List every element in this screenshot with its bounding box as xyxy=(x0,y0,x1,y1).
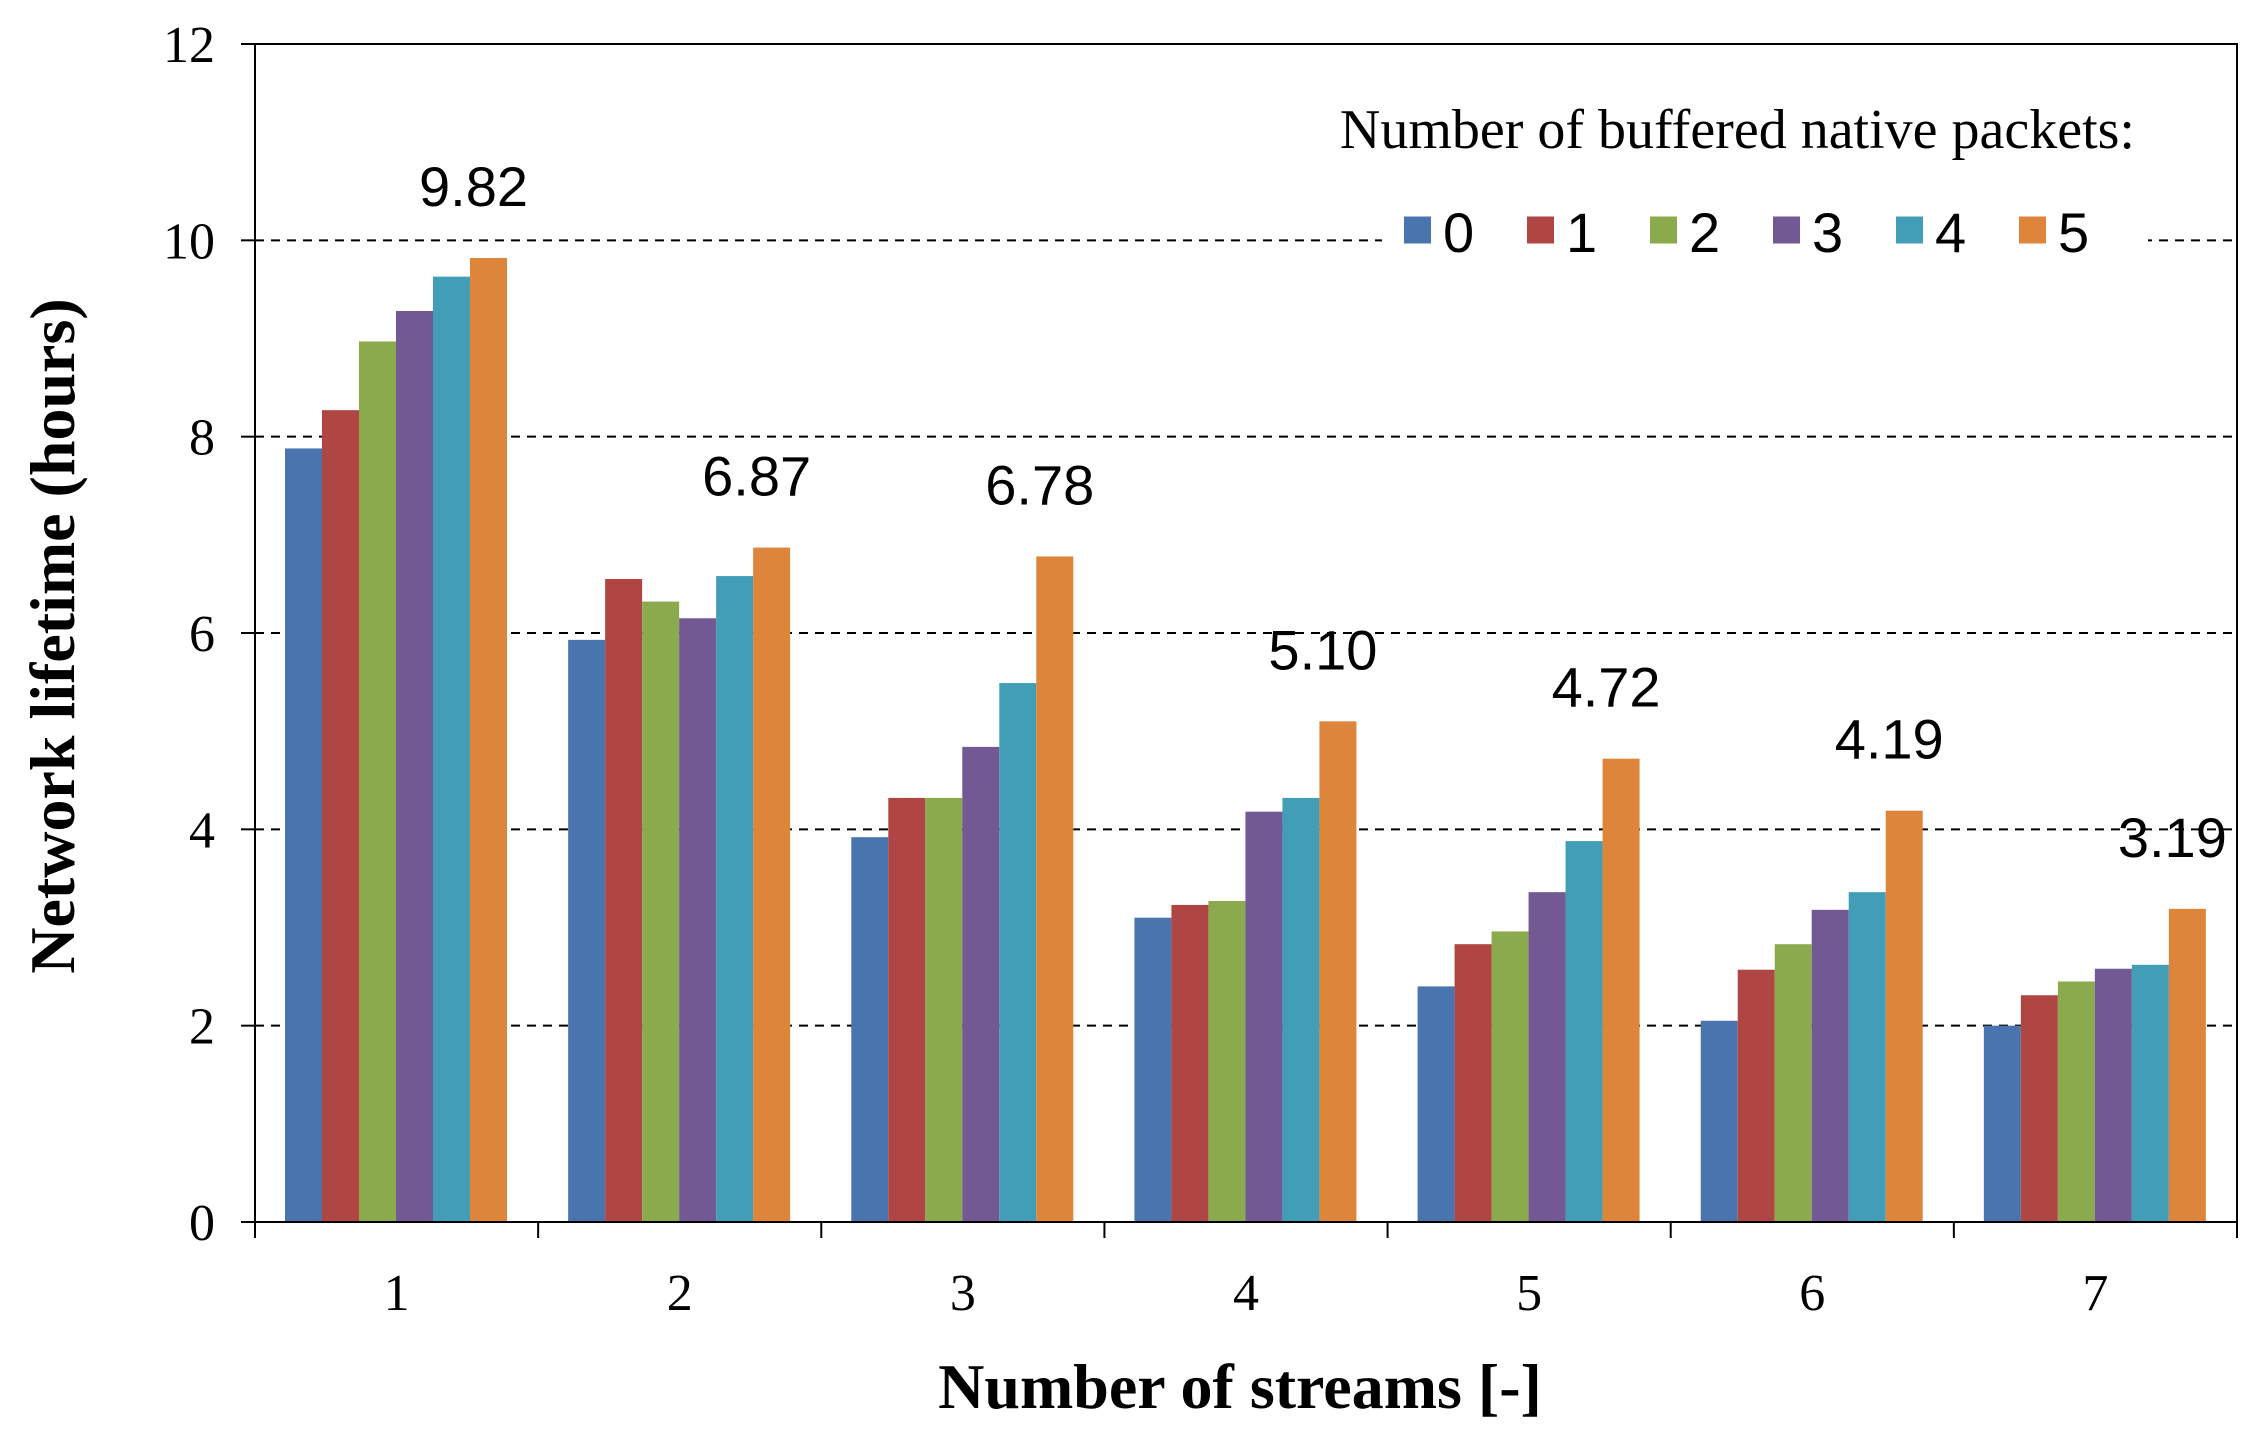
bar-series-0-cat-3 xyxy=(851,837,889,1222)
bar-series-2-cat-6 xyxy=(1774,944,1812,1222)
bar-series-1-cat-1 xyxy=(322,410,359,1223)
bar-series-5-cat-3 xyxy=(1036,556,1074,1222)
y-tick-label: 4 xyxy=(189,802,215,859)
bar-series-4-cat-1 xyxy=(433,276,470,1222)
x-tick-label: 2 xyxy=(667,1265,693,1322)
legend-label-2: 2 xyxy=(1689,201,1720,264)
bar-series-1-cat-7 xyxy=(2020,995,2058,1222)
bar-series-3-cat-2 xyxy=(679,618,717,1222)
y-tick-label: 6 xyxy=(189,606,215,663)
data-label: 3.19 xyxy=(2118,806,2227,869)
bar-series-4-cat-4 xyxy=(1282,797,1320,1222)
data-label: 4.72 xyxy=(1552,656,1661,719)
x-tick-label: 7 xyxy=(2082,1265,2108,1322)
legend-swatch-3 xyxy=(1773,216,1800,244)
bar-series-5-cat-4 xyxy=(1319,721,1357,1222)
data-label: 9.82 xyxy=(419,155,528,218)
x-tick-label: 4 xyxy=(1233,1265,1259,1322)
bar-series-1-cat-4 xyxy=(1171,904,1209,1222)
bar-series-4-cat-2 xyxy=(716,576,754,1222)
y-tick-labels: 0 2 4 6 8 10 12 xyxy=(163,17,215,1252)
y-tick-label: 10 xyxy=(163,213,215,270)
bar-series-3-cat-5 xyxy=(1528,892,1566,1222)
bar-series-5-cat-6 xyxy=(1885,810,1923,1222)
bar-series-3-cat-7 xyxy=(2094,968,2132,1222)
x-tick-label: 1 xyxy=(384,1265,410,1322)
y-tick-label: 12 xyxy=(163,17,215,74)
legend-swatch-1 xyxy=(1527,216,1554,244)
data-labels: 9.82 6.87 6.78 5.10 4.72 4.19 3.19 xyxy=(419,155,2227,869)
legend-label-0: 0 xyxy=(1443,201,1474,264)
legend-label-5: 5 xyxy=(2058,201,2089,264)
bar-series-4-cat-7 xyxy=(2131,964,2169,1222)
x-tick-labels: 1 2 3 4 5 6 7 xyxy=(384,1265,2109,1322)
bar-series-3-cat-4 xyxy=(1245,811,1283,1222)
bar-series-5-cat-7 xyxy=(2168,908,2206,1222)
bar-series-2-cat-4 xyxy=(1208,900,1246,1222)
bar-series-1-cat-5 xyxy=(1454,944,1492,1222)
bar-series-3-cat-3 xyxy=(962,746,1000,1222)
y-tick-label: 2 xyxy=(189,999,215,1056)
legend-title: Number of buffered native packets: xyxy=(1340,99,2135,161)
x-tick-label: 5 xyxy=(1516,1265,1542,1322)
data-label: 4.19 xyxy=(1835,708,1944,771)
bar-series-3-cat-6 xyxy=(1811,909,1849,1222)
bar-series-2-cat-2 xyxy=(642,601,680,1222)
y-tick-label: 8 xyxy=(189,410,215,467)
bars xyxy=(285,258,2206,1223)
bar-series-0-cat-7 xyxy=(1983,1025,2021,1222)
bar-series-5-cat-5 xyxy=(1602,758,1640,1222)
bar-series-5-cat-2 xyxy=(753,547,791,1222)
y-axis-title: Network lifetime (hours) xyxy=(17,298,88,973)
legend: Number of buffered native packets: 0 1 2 3 4… xyxy=(1340,99,2148,270)
bar-series-4-cat-3 xyxy=(999,683,1037,1222)
legend-label-4: 4 xyxy=(1935,201,1966,264)
x-tick-label: 3 xyxy=(950,1265,976,1322)
bar-series-0-cat-5 xyxy=(1417,986,1455,1222)
bar-series-0-cat-2 xyxy=(568,639,606,1222)
y-tick-label: 0 xyxy=(189,1195,215,1252)
x-axis-title: Number of streams [-] xyxy=(938,1351,1542,1422)
bar-series-0-cat-1 xyxy=(285,448,322,1222)
data-label: 5.10 xyxy=(1268,618,1377,681)
legend-swatch-0 xyxy=(1404,216,1431,244)
bar-series-1-cat-2 xyxy=(605,579,643,1222)
legend-swatch-2 xyxy=(1650,216,1677,244)
x-tick-label: 6 xyxy=(1799,1265,1825,1322)
bar-series-1-cat-3 xyxy=(888,797,926,1222)
bar-series-4-cat-5 xyxy=(1565,841,1603,1222)
axes xyxy=(241,43,2238,1238)
bar-series-2-cat-7 xyxy=(2057,981,2095,1222)
legend-label-1: 1 xyxy=(1566,201,1597,264)
bar-series-2-cat-1 xyxy=(359,341,396,1222)
bar-series-2-cat-5 xyxy=(1491,931,1529,1222)
bar-series-4-cat-6 xyxy=(1848,892,1886,1222)
bar-series-5-cat-1 xyxy=(470,258,507,1223)
legend-swatch-5 xyxy=(2019,216,2046,244)
legend-label-3: 3 xyxy=(1812,201,1843,264)
legend-swatch-4 xyxy=(1896,216,1923,244)
bar-series-0-cat-6 xyxy=(1700,1020,1738,1222)
data-label: 6.87 xyxy=(702,445,811,508)
bar-series-2-cat-3 xyxy=(925,797,963,1222)
bar-series-1-cat-6 xyxy=(1737,969,1775,1222)
bar-series-0-cat-4 xyxy=(1134,917,1172,1222)
bar-series-3-cat-1 xyxy=(396,311,433,1223)
data-label: 6.78 xyxy=(985,453,1094,516)
